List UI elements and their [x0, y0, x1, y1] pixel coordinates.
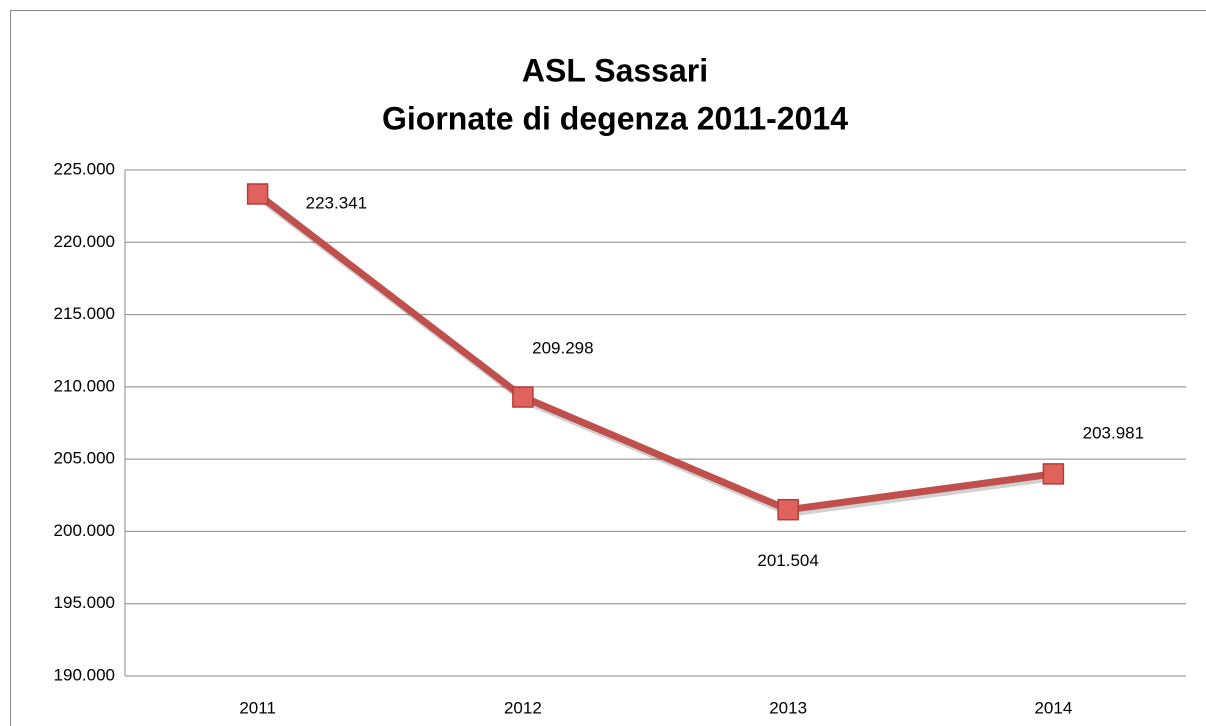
data-label: 223.341 — [306, 193, 367, 212]
x-tick-label: 2012 — [504, 698, 542, 717]
chart-title: ASL Sassari — [522, 52, 708, 88]
marker — [246, 183, 269, 205]
y-tick-label: 195.000 — [54, 593, 115, 612]
marker — [1042, 463, 1065, 485]
y-tick-label: 205.000 — [54, 449, 115, 468]
x-tick-label: 2011 — [239, 698, 276, 717]
y-tick-label: 225.000 — [54, 159, 115, 178]
data-label: 209.298 — [532, 338, 593, 357]
y-tick-label: 220.000 — [54, 232, 115, 251]
y-tick-label: 210.000 — [54, 376, 115, 395]
series-line — [255, 191, 1054, 514]
y-tick-label: 190.000 — [54, 665, 115, 684]
y-tick-label: 200.000 — [54, 521, 115, 540]
data-label: 201.504 — [757, 551, 818, 570]
marker — [512, 386, 534, 408]
y-tick-label: 215.000 — [54, 304, 115, 323]
x-tick-label: 2014 — [1034, 698, 1072, 717]
data-label: 203.981 — [1083, 423, 1144, 442]
chart-title: Giornate di degenza 2011-2014 — [382, 100, 848, 136]
x-tick-label: 2013 — [769, 698, 807, 717]
marker — [777, 498, 799, 521]
chart-border — [10, 10, 1206, 726]
